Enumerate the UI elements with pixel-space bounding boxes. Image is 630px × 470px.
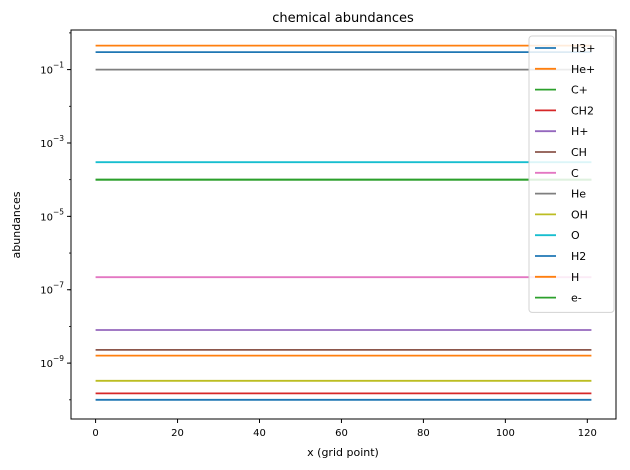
legend-box bbox=[528, 35, 615, 313]
legend-label-0: H3+ bbox=[571, 42, 596, 55]
y-tick-label-2: 10−5 bbox=[40, 207, 64, 223]
x-tick-label-1: 20 bbox=[171, 428, 184, 439]
y-axis: 10−1 10−3 10−5 10−7 10−9 bbox=[40, 32, 71, 401]
legend: H3+ He+ C+ CH2 H+ CH C He OH O H2 He- bbox=[528, 35, 615, 313]
y-axis-label: abundances bbox=[10, 191, 23, 258]
legend-label-3: CH2 bbox=[571, 104, 594, 117]
chart-title: chemical abundances bbox=[272, 11, 414, 26]
legend-label-10: H2 bbox=[571, 250, 586, 263]
legend-label-2: C+ bbox=[571, 84, 588, 97]
x-axis: 0 20 40 60 80 100 120 bbox=[92, 419, 597, 439]
plot-frame bbox=[70, 29, 617, 420]
x-tick-label-5: 100 bbox=[496, 428, 515, 439]
y-tick-label-0: 10−1 bbox=[40, 61, 64, 77]
y-tick-label-4: 10−9 bbox=[40, 354, 64, 370]
legend-label-11: H bbox=[571, 271, 579, 284]
y-tick-label-3: 10−7 bbox=[40, 281, 64, 297]
legend-label-8: OH bbox=[571, 208, 588, 221]
legend-label-6: C bbox=[571, 167, 579, 180]
x-axis-label: x (grid point) bbox=[307, 446, 379, 459]
x-tick-label-2: 40 bbox=[253, 428, 266, 439]
x-tick-label-4: 80 bbox=[417, 428, 430, 439]
legend-label-9: O bbox=[571, 229, 580, 242]
x-tick-label-3: 60 bbox=[335, 428, 348, 439]
legend-label-7: He bbox=[571, 188, 586, 201]
plot-lines bbox=[95, 44, 592, 401]
legend-label-5: CH bbox=[571, 146, 587, 159]
x-tick-label-0: 0 bbox=[92, 428, 98, 439]
legend-label-1: He+ bbox=[571, 63, 595, 76]
legend-label-12: e- bbox=[571, 292, 582, 305]
legend-label-4: H+ bbox=[571, 125, 589, 138]
y-tick-label-1: 10−3 bbox=[40, 134, 64, 150]
x-tick-label-6: 120 bbox=[578, 428, 597, 439]
